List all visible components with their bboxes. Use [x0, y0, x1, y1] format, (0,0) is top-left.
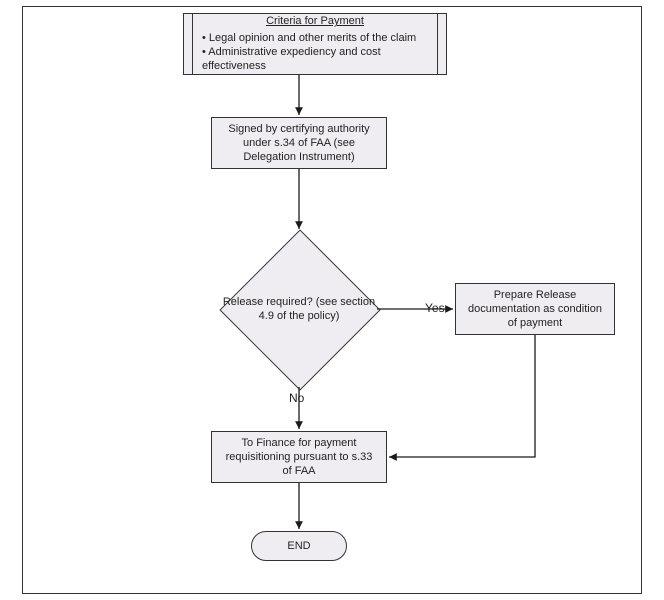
edge-label-yes: Yes	[425, 301, 445, 315]
end-text: END	[287, 539, 310, 553]
criteria-bullet-2: • Administrative expediency and cost eff…	[196, 45, 434, 74]
node-decision	[219, 229, 380, 390]
criteria-bullet-1: • Legal opinion and other merits of the …	[196, 31, 416, 45]
flowchart-canvas: Criteria for Payment • Legal opinion and…	[22, 6, 642, 594]
edge-label-no: No	[289, 391, 304, 405]
node-release: Prepare Release documentation as conditi…	[455, 283, 615, 335]
signed-text: Signed by certifying authority under s.3…	[220, 122, 378, 165]
node-criteria: Criteria for Payment • Legal opinion and…	[183, 13, 447, 75]
finance-text: To Finance for payment requisitioning pu…	[220, 436, 378, 479]
node-finance: To Finance for payment requisitioning pu…	[211, 431, 387, 483]
node-end: END	[251, 531, 347, 561]
node-signed: Signed by certifying authority under s.3…	[211, 117, 387, 169]
release-text: Prepare Release documentation as conditi…	[464, 288, 606, 331]
criteria-title: Criteria for Payment	[196, 14, 434, 28]
